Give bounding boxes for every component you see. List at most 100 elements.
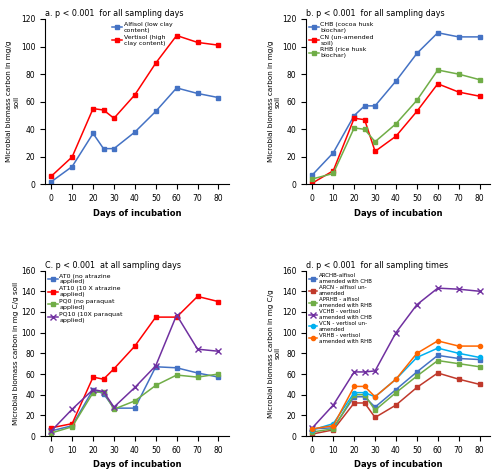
ARCN - alfisol un-
amended xyxy=(435,370,441,376)
CHB (cocoa husk
biochar) xyxy=(393,78,399,84)
Y-axis label: Microbial biomass carbon in mg C/g
soil: Microbial biomass carbon in mg C/g soil xyxy=(268,289,280,418)
ARCN - alfisol un-
amended xyxy=(351,400,357,406)
PQ0 (no paraquat
applied) xyxy=(216,371,222,377)
VCN - vertisol un-
amended xyxy=(414,355,420,360)
Alfisol (low clay
content) xyxy=(216,95,222,100)
APRHB - alfisol
amended with RHB xyxy=(393,390,399,395)
Alfisol (low clay
content) xyxy=(90,131,96,137)
X-axis label: Days of incubation: Days of incubation xyxy=(92,460,181,469)
ARCN - alfisol un-
amended xyxy=(362,400,368,406)
Line: ARCHB-alfisol
amended with CHB: ARCHB-alfisol amended with CHB xyxy=(310,353,482,431)
Line: RHB (rice husk
biochar): RHB (rice husk biochar) xyxy=(310,68,482,181)
VRHB - vertisol
amended with RHB xyxy=(456,343,462,349)
VCN - vertisol un-
amended xyxy=(372,394,378,400)
VRHB - vertisol
amended with RHB xyxy=(393,376,399,382)
AT0 (no atrazine
applied) xyxy=(69,423,75,428)
CN (un-amended
soil) xyxy=(414,109,420,114)
Legend: CHB (cocoa husk
biochar), CN (un-amended
soil), RHB (rice husk
biochar): CHB (cocoa husk biochar), CN (un-amended… xyxy=(309,22,374,58)
AT0 (no atrazine
applied) xyxy=(216,374,222,380)
VRHB - vertisol
amended with RHB xyxy=(435,338,441,344)
VCHB - vertisol
amended with CHB xyxy=(476,288,482,294)
AT0 (no atrazine
applied) xyxy=(174,365,180,371)
Alfisol (low clay
content) xyxy=(69,164,75,169)
Vertisol (high
clay content) xyxy=(174,33,180,38)
APRHB - alfisol
amended with RHB xyxy=(435,358,441,364)
Line: Vertisol (high
clay content): Vertisol (high clay content) xyxy=(49,34,220,178)
APRHB - alfisol
amended with RHB xyxy=(372,407,378,413)
PQ10 (10X paraquat
applied) xyxy=(48,428,54,434)
VCHB - vertisol
amended with CHB xyxy=(362,369,368,375)
VCHB - vertisol
amended with CHB xyxy=(456,286,462,292)
X-axis label: Days of incubation: Days of incubation xyxy=(354,460,442,469)
PQ0 (no paraquat
applied) xyxy=(132,398,138,404)
Alfisol (low clay
content) xyxy=(100,146,106,152)
Alfisol (low clay
content) xyxy=(111,146,117,152)
VCHB - vertisol
amended with CHB xyxy=(330,402,336,408)
AT0 (no atrazine
applied) xyxy=(152,364,158,370)
Text: d. p < 0.001  for all sampling times: d. p < 0.001 for all sampling times xyxy=(306,261,448,270)
PQ10 (10X paraquat
applied) xyxy=(100,389,106,394)
ARCN - alfisol un-
amended xyxy=(476,382,482,387)
VCN - vertisol un-
amended xyxy=(435,345,441,351)
CN (un-amended
soil) xyxy=(362,117,368,122)
ARCN - alfisol un-
amended xyxy=(414,384,420,390)
Line: VCHB - vertisol
amended with CHB: VCHB - vertisol amended with CHB xyxy=(310,285,482,430)
ARCHB-alfisol
amended with CHB xyxy=(330,425,336,431)
CHB (cocoa husk
biochar) xyxy=(362,103,368,109)
PQ0 (no paraquat
applied) xyxy=(152,383,158,388)
VRHB - vertisol
amended with RHB xyxy=(372,394,378,400)
AT10 (10 X atrazine
applied) xyxy=(48,425,54,431)
APRHB - alfisol
amended with RHB xyxy=(476,364,482,370)
Line: PQ10 (10X paraquat
applied): PQ10 (10X paraquat applied) xyxy=(48,312,221,434)
Line: APRHB - alfisol
amended with RHB: APRHB - alfisol amended with RHB xyxy=(310,358,482,434)
CHB (cocoa husk
biochar) xyxy=(435,30,441,36)
CN (un-amended
soil) xyxy=(435,81,441,87)
Text: a. p < 0.001  for all sampling days: a. p < 0.001 for all sampling days xyxy=(45,9,184,18)
PQ10 (10X paraquat
applied) xyxy=(132,384,138,390)
CHB (cocoa husk
biochar) xyxy=(456,34,462,40)
ARCHB-alfisol
amended with CHB xyxy=(351,394,357,400)
AT10 (10 X atrazine
applied) xyxy=(152,314,158,320)
RHB (rice husk
biochar) xyxy=(351,125,357,131)
AT10 (10 X atrazine
applied) xyxy=(174,314,180,320)
RHB (rice husk
biochar) xyxy=(393,121,399,127)
RHB (rice husk
biochar) xyxy=(330,171,336,176)
Legend: ARCHB-alfisol
amended with CHB, ARCN - alfisol un-
amended, APRHB - alfisol
amen: ARCHB-alfisol amended with CHB, ARCN - a… xyxy=(309,273,372,344)
APRHB - alfisol
amended with RHB xyxy=(414,373,420,379)
Vertisol (high
clay content) xyxy=(100,107,106,113)
APRHB - alfisol
amended with RHB xyxy=(351,392,357,398)
Alfisol (low clay
content) xyxy=(132,129,138,135)
VCHB - vertisol
amended with CHB xyxy=(435,285,441,291)
VCN - vertisol un-
amended xyxy=(362,390,368,395)
RHB (rice husk
biochar) xyxy=(476,77,482,82)
AT10 (10 X atrazine
applied) xyxy=(69,421,75,427)
RHB (rice husk
biochar) xyxy=(362,127,368,132)
ARCHB-alfisol
amended with CHB xyxy=(393,387,399,392)
AT10 (10 X atrazine
applied) xyxy=(111,366,117,372)
AT0 (no atrazine
applied) xyxy=(194,370,200,376)
ARCHB-alfisol
amended with CHB xyxy=(414,369,420,375)
CN (un-amended
soil) xyxy=(330,168,336,173)
X-axis label: Days of incubation: Days of incubation xyxy=(92,209,181,218)
Line: VCN - vertisol un-
amended: VCN - vertisol un- amended xyxy=(310,346,482,432)
Line: CHB (cocoa husk
biochar): CHB (cocoa husk biochar) xyxy=(310,31,482,177)
ARCN - alfisol un-
amended xyxy=(330,427,336,433)
AT0 (no atrazine
applied) xyxy=(90,387,96,392)
Alfisol (low clay
content) xyxy=(194,91,200,96)
Y-axis label: Microbial biomass carbon in mg/g
soil: Microbial biomass carbon in mg/g soil xyxy=(268,41,280,163)
Line: CN (un-amended
soil): CN (un-amended soil) xyxy=(310,82,482,185)
ARCHB-alfisol
amended with CHB xyxy=(476,356,482,362)
CN (un-amended
soil) xyxy=(310,180,316,186)
Vertisol (high
clay content) xyxy=(216,42,222,48)
ARCN - alfisol un-
amended xyxy=(393,402,399,408)
VCHB - vertisol
amended with CHB xyxy=(414,302,420,308)
VCHB - vertisol
amended with CHB xyxy=(351,369,357,375)
AT0 (no atrazine
applied) xyxy=(132,405,138,411)
Legend: AT0 (no atrazine
applied), AT10 (10 X atrazine
applied), PQ0 (no paraquat
applie: AT0 (no atrazine applied), AT10 (10 X at… xyxy=(48,273,123,322)
RHB (rice husk
biochar) xyxy=(372,139,378,145)
Vertisol (high
clay content) xyxy=(90,106,96,111)
CHB (cocoa husk
biochar) xyxy=(310,172,316,178)
Vertisol (high
clay content) xyxy=(132,92,138,98)
Line: Alfisol (low clay
content): Alfisol (low clay content) xyxy=(49,86,220,184)
ARCN - alfisol un-
amended xyxy=(310,431,316,437)
